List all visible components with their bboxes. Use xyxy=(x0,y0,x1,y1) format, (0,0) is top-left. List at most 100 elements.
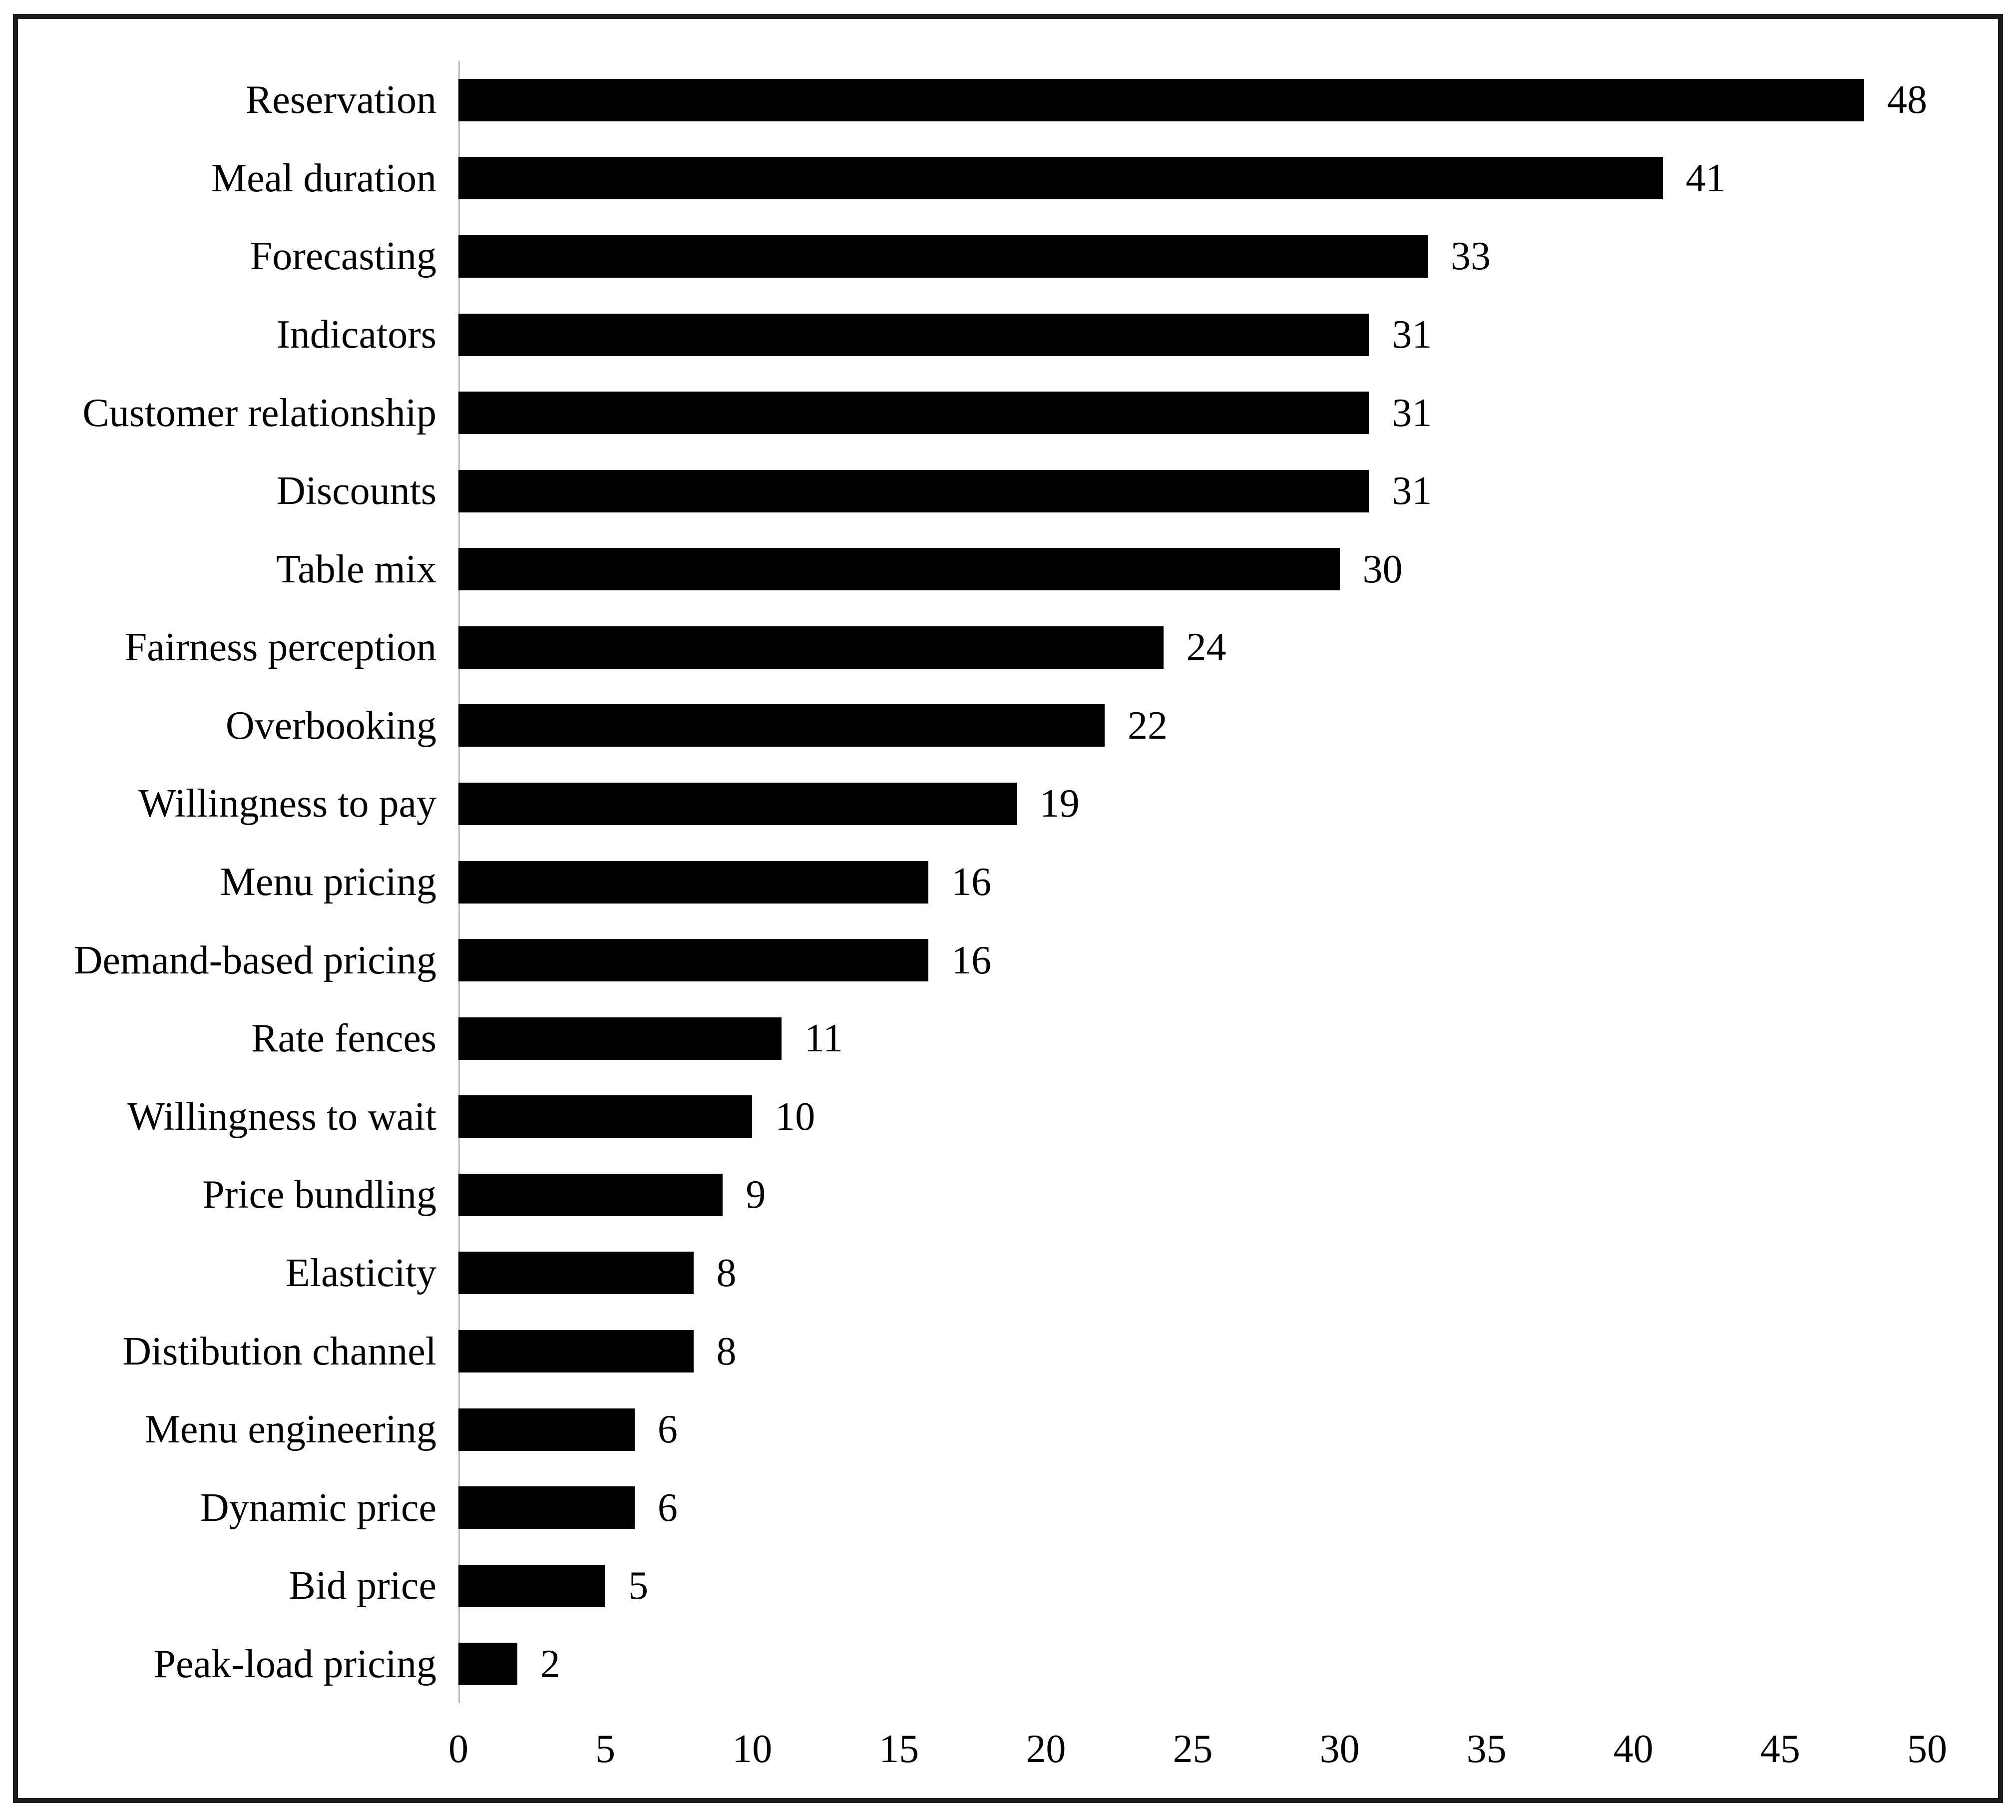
category-label: Willingness to wait xyxy=(127,1094,436,1139)
bar xyxy=(458,1252,694,1295)
bar-track: 10 xyxy=(458,1078,1927,1156)
value-label: 16 xyxy=(951,938,992,982)
bar-track: 11 xyxy=(458,999,1927,1078)
bar-row: Dynamic price 6 xyxy=(66,1468,1927,1547)
bar xyxy=(458,939,929,982)
value-label: 31 xyxy=(1392,469,1432,513)
value-label: 6 xyxy=(657,1485,678,1530)
value-label: 8 xyxy=(716,1329,737,1373)
bar xyxy=(458,861,929,904)
category-label: Table mix xyxy=(276,547,436,591)
bar-track: 16 xyxy=(458,921,1927,999)
bar-row: Willingness to pay 19 xyxy=(66,765,1927,843)
category-label: Forecasting xyxy=(250,234,436,279)
bar-track: 6 xyxy=(458,1468,1927,1547)
bar xyxy=(458,392,1369,435)
value-label: 10 xyxy=(775,1094,815,1139)
x-axis-tick-label: 15 xyxy=(879,1727,919,1771)
bar-track: 8 xyxy=(458,1312,1927,1390)
x-axis-tick-label: 40 xyxy=(1613,1727,1653,1771)
value-label: 19 xyxy=(1039,782,1080,826)
bar xyxy=(458,78,1864,121)
x-axis-tick-label: 20 xyxy=(1026,1727,1066,1771)
bar xyxy=(458,782,1017,825)
category-label: Reservation xyxy=(245,78,436,122)
bar-row: Reservation 48 xyxy=(66,61,1927,139)
value-label: 9 xyxy=(746,1173,766,1217)
value-label: 48 xyxy=(1887,78,1927,122)
x-axis-tick-label: 25 xyxy=(1173,1727,1213,1771)
bar-track: 19 xyxy=(458,765,1927,843)
bar-track: 31 xyxy=(458,374,1927,452)
value-label: 31 xyxy=(1392,313,1432,357)
category-label: Meal duration xyxy=(211,156,436,200)
category-label: Indicators xyxy=(277,313,436,357)
x-axis-tick-label: 0 xyxy=(448,1727,468,1771)
category-label: Overbooking xyxy=(225,703,436,748)
bar-row: Price bundling 9 xyxy=(66,1156,1927,1234)
bar xyxy=(458,704,1105,747)
bar-track: 30 xyxy=(458,530,1927,608)
bar-row: Menu engineering 6 xyxy=(66,1390,1927,1469)
x-axis-tick-label: 35 xyxy=(1466,1727,1507,1771)
x-axis: 0 5 10 15 20 25 30 35 40 45 50 xyxy=(448,1703,1947,1808)
value-label: 6 xyxy=(657,1407,678,1452)
bar xyxy=(458,1017,782,1060)
category-label: Fairness perception xyxy=(124,625,436,670)
category-label: Menu engineering xyxy=(144,1407,436,1452)
bar-track: 33 xyxy=(458,217,1927,296)
bar-row: Distibution channel 8 xyxy=(66,1312,1927,1390)
bar-row: Customer relationship 31 xyxy=(66,374,1927,452)
value-label: 33 xyxy=(1451,234,1491,279)
value-label: 30 xyxy=(1362,547,1403,591)
bar-track: 5 xyxy=(458,1547,1927,1625)
bar-track: 6 xyxy=(458,1390,1927,1469)
category-label: Elasticity xyxy=(285,1251,436,1295)
category-label: Menu pricing xyxy=(220,860,436,905)
bar-chart: Reservation 48 Meal duration 41 Forecasting 3… xyxy=(66,61,1927,1703)
bar xyxy=(458,626,1164,669)
category-label: Demand-based pricing xyxy=(73,938,436,982)
bar-row: Willingness to wait 10 xyxy=(66,1078,1927,1156)
category-label: Discounts xyxy=(277,469,436,513)
x-axis-tick-label: 10 xyxy=(732,1727,773,1771)
bar-track: 16 xyxy=(458,843,1927,921)
bar xyxy=(458,548,1340,591)
value-label: 41 xyxy=(1685,156,1726,200)
category-label: Dynamic price xyxy=(200,1485,436,1530)
bar-row: Table mix 30 xyxy=(66,530,1927,608)
bar xyxy=(458,1564,606,1607)
bar-row: Bid price 5 xyxy=(66,1547,1927,1625)
bar xyxy=(458,1408,635,1451)
bar xyxy=(458,1095,753,1138)
bar-track: 22 xyxy=(458,687,1927,765)
bar xyxy=(458,235,1428,278)
bar-row: Forecasting 33 xyxy=(66,217,1927,296)
x-axis-tick-label: 50 xyxy=(1907,1727,1947,1771)
x-axis-tick-label: 45 xyxy=(1760,1727,1800,1771)
bar-track: 9 xyxy=(458,1156,1927,1234)
plot-area: Reservation 48 Meal duration 41 Forecasting 3… xyxy=(66,61,1927,1703)
bar-row: Peak-load pricing 2 xyxy=(66,1625,1927,1704)
value-label: 8 xyxy=(716,1251,737,1295)
bar xyxy=(458,1643,517,1686)
bar-track: 48 xyxy=(458,61,1927,139)
value-label: 5 xyxy=(628,1564,649,1608)
bar-track: 31 xyxy=(458,296,1927,374)
bar-row: Overbooking 22 xyxy=(66,687,1927,765)
bar-track: 31 xyxy=(458,452,1927,530)
value-label: 31 xyxy=(1392,391,1432,435)
bar-track: 2 xyxy=(458,1625,1927,1704)
value-label: 16 xyxy=(951,860,992,905)
category-label: Price bundling xyxy=(202,1173,436,1217)
bar xyxy=(458,157,1663,200)
bar xyxy=(458,1486,635,1529)
bar xyxy=(458,1330,694,1373)
bar-track: 41 xyxy=(458,139,1927,218)
category-label: Bid price xyxy=(289,1564,436,1608)
figure-border xyxy=(13,14,2003,1803)
bar-row: Demand-based pricing 16 xyxy=(66,921,1927,999)
bar-row: Fairness perception 24 xyxy=(66,608,1927,687)
bar-track: 24 xyxy=(458,608,1927,687)
bar-row: Meal duration 41 xyxy=(66,139,1927,218)
